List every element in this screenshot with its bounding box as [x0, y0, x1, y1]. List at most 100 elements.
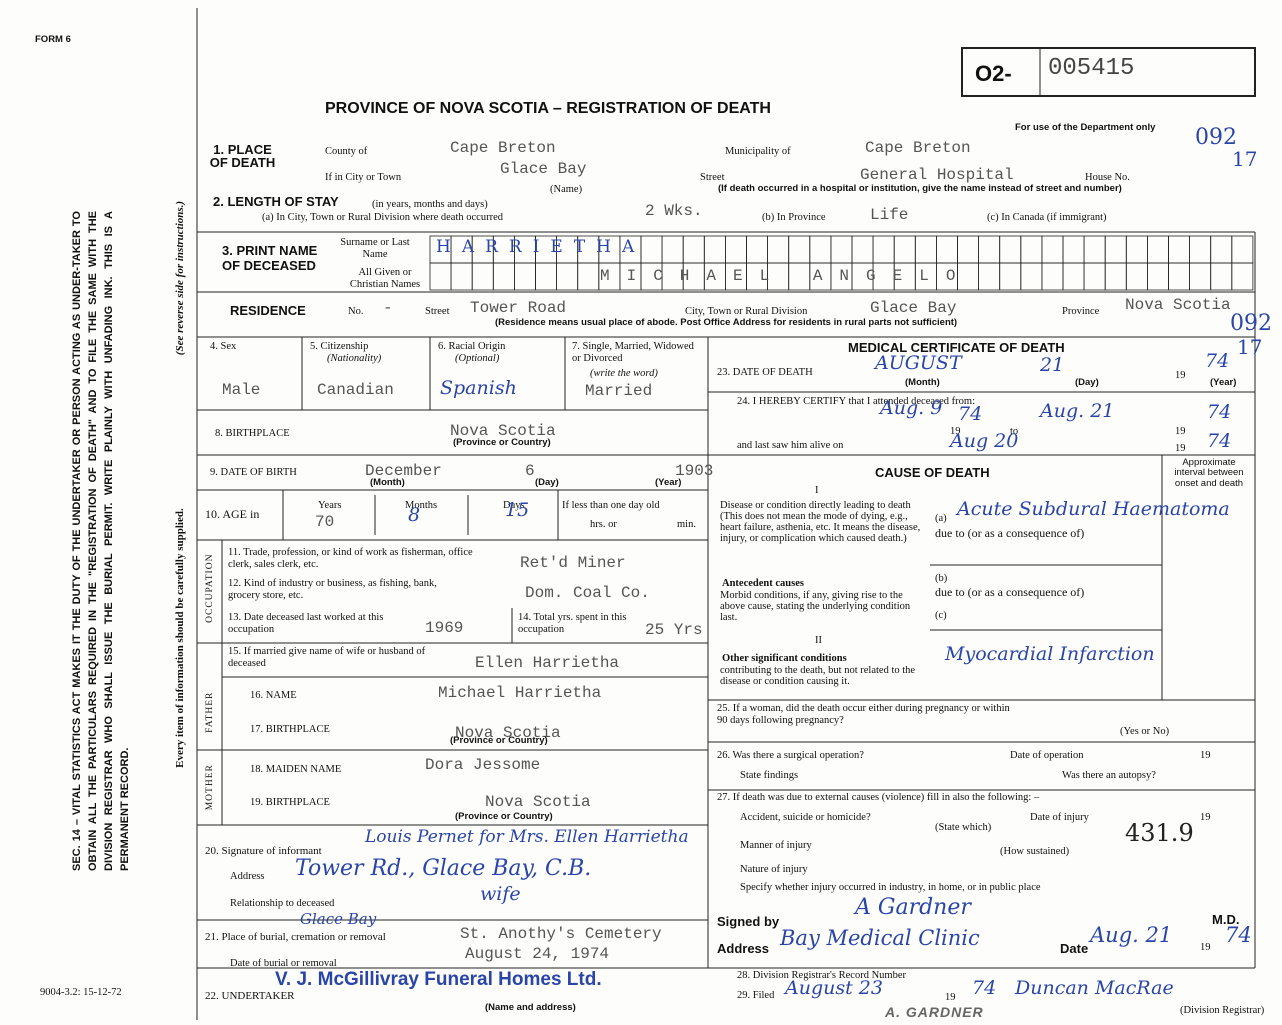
letter-box — [661, 235, 684, 264]
place-hospital-note: (If death occurred in a hospital or inst… — [718, 183, 1122, 194]
personal-marital-hint: (write the word) — [590, 368, 658, 379]
age-months-label: Months — [405, 500, 438, 511]
occupation-industry: Dom. Coal Co. — [525, 584, 650, 602]
cause-part2: II — [815, 635, 822, 646]
informant-address: Tower Rd., Glace Bay, C.B. — [295, 856, 592, 881]
cause-antecedent-label: Antecedent causes — [722, 578, 804, 589]
q26-operation-date: Date of operation — [1010, 750, 1084, 761]
q29-prefix: 19 — [945, 992, 956, 1003]
signed-signature: A Gardner — [855, 895, 971, 920]
letter-box — [1210, 235, 1233, 264]
mother-side: MOTHER — [204, 764, 215, 811]
q29-date: August 23 — [785, 977, 883, 999]
place-house-label: House No. — [1085, 172, 1130, 183]
residence-city: Glace Bay — [870, 299, 957, 317]
letter-box — [514, 262, 536, 291]
occupation-last-worked-label: 13. Date deceased last worked at this oc… — [228, 612, 384, 635]
q27-code: 431.9 — [1125, 819, 1194, 847]
q27-label: 27. If death was due to external causes … — [717, 792, 1040, 803]
q29-label: 29. Filed — [737, 990, 775, 1001]
q29-year: 74 — [972, 977, 997, 999]
birth-date-month-hint: (Month) — [370, 477, 405, 488]
age-hrs: hrs. or — [590, 519, 617, 530]
letter-box — [471, 262, 494, 291]
cause-other: Myocardial Infarction — [945, 643, 1155, 665]
letter-box — [1125, 235, 1148, 264]
department-codes-0: 092 — [1195, 125, 1237, 150]
deceased-label: 3. PRINT NAME OF DECEASED — [222, 243, 318, 273]
cause-a: Acute Subdural Haematoma — [957, 498, 1230, 520]
letter-box — [1083, 262, 1106, 291]
cause-other-label: Other significant conditions — [722, 653, 847, 664]
letter-box — [1062, 235, 1085, 264]
letter-box — [767, 235, 790, 264]
department-note: For use of the Department only — [1015, 122, 1156, 133]
medical-heading: MEDICAL CERTIFICATE OF DEATH — [848, 340, 1065, 355]
letter-box — [450, 262, 473, 291]
letter-box — [1020, 262, 1043, 291]
letter-box — [893, 235, 916, 264]
father-name-label: 16. NAME — [250, 690, 297, 701]
medical-year-hint: (Year) — [1210, 377, 1237, 388]
certify-last-prefix: 19 — [1175, 443, 1186, 454]
personal-citizenship-label: 5. Citizenship — [310, 341, 369, 352]
q27-state: (State which) — [935, 822, 992, 833]
place-street: General Hospital — [860, 166, 1014, 184]
undertaker-hint: (Name and address) — [485, 1002, 576, 1013]
birthplace-hint: (Province or Country) — [453, 437, 551, 448]
personal-marital: Married — [585, 382, 653, 400]
letter-box — [1210, 262, 1233, 291]
q26-prefix: 19 — [1200, 750, 1211, 761]
cause-due-a: due to (or as a consequence of) — [935, 526, 1085, 540]
signed-md: M.D. — [1212, 912, 1240, 927]
form-label: FORM 6 — [35, 34, 71, 45]
burial-place-handwritten: Glace Bay — [300, 910, 377, 928]
q26-label: 26. Was there a surgical operation? — [717, 750, 864, 761]
personal-marital-label: 7. Single, Married, Widowed or Divorced — [572, 341, 694, 364]
signed-address-label: Address — [717, 941, 770, 956]
signed-label: Signed by — [717, 914, 780, 929]
reverse-note: (See reverse side for instructions.) — [173, 200, 186, 356]
informant-signature-label: 20. Signature of informant — [205, 845, 322, 857]
birth-date-year: 1903 — [675, 462, 714, 480]
letter-box — [851, 235, 874, 264]
q27-prefix: 19 — [1200, 812, 1211, 823]
cause-disease-label: Disease or condition directly leading to… — [720, 500, 921, 544]
stay-label: 2. LENGTH OF STAY — [213, 194, 339, 209]
title: PROVINCE OF NOVA SCOTIA – REGISTRATION O… — [325, 100, 771, 117]
father-name: Michael Harrietha — [438, 684, 602, 702]
birth-date-day-hint: (Day) — [535, 477, 559, 488]
registration-number: 005415 — [1048, 55, 1135, 82]
cause-part1: I — [815, 485, 819, 496]
letter-box — [725, 235, 747, 264]
letter-box — [957, 235, 980, 264]
age-years-label: Years — [318, 500, 342, 511]
certify-from-year: 74 — [958, 403, 983, 425]
father-hint: (Province or Country) — [450, 735, 548, 746]
burial-date: August 24, 1974 — [465, 945, 610, 963]
letter-box — [682, 235, 705, 264]
stay-hint: (in years, months and days) — [372, 199, 488, 210]
place-county-label: County of — [325, 146, 368, 157]
residence-no-label: No. — [348, 306, 364, 317]
cause-due-b: due to (or as a consequence of) — [935, 585, 1085, 599]
q27-injury-date: Date of injury — [1030, 812, 1089, 823]
residence-label: RESIDENCE — [230, 303, 306, 318]
stay-b: Life — [870, 206, 909, 224]
medical-day: 21 — [1040, 354, 1065, 376]
letter-box — [746, 235, 769, 264]
letter-box — [1147, 235, 1169, 264]
birth-date-label: 9. DATE OF BIRTH — [210, 467, 297, 478]
letter-box — [1020, 235, 1043, 264]
letter-box — [1168, 235, 1191, 264]
age-days: 15 — [505, 499, 530, 521]
side-note: SEC. 14 – VITAL STATISTICS ACT MAKES IT … — [71, 211, 131, 871]
mother-hint: (Province or Country) — [455, 811, 553, 822]
burial-place: St. Anothy's Cemetery — [460, 925, 662, 943]
certify-to-date: Aug. 21 — [1040, 400, 1115, 422]
birth-date-day: 6 — [525, 462, 535, 480]
signed-date-label: Date — [1060, 941, 1089, 956]
mother-birthplace-label: 19. BIRTHPLACE — [250, 797, 330, 808]
q26-findings: State findings — [740, 770, 799, 781]
age-min: min. — [677, 519, 696, 530]
